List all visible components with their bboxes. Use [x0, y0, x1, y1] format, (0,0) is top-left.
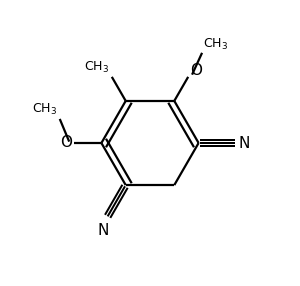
Text: CH$_3$: CH$_3$ [203, 37, 228, 52]
Text: N: N [98, 223, 109, 238]
Text: CH$_3$: CH$_3$ [32, 102, 58, 117]
Text: CH$_3$: CH$_3$ [85, 60, 110, 75]
Text: N: N [239, 136, 250, 150]
Text: O: O [190, 63, 202, 78]
Text: O: O [60, 135, 72, 150]
